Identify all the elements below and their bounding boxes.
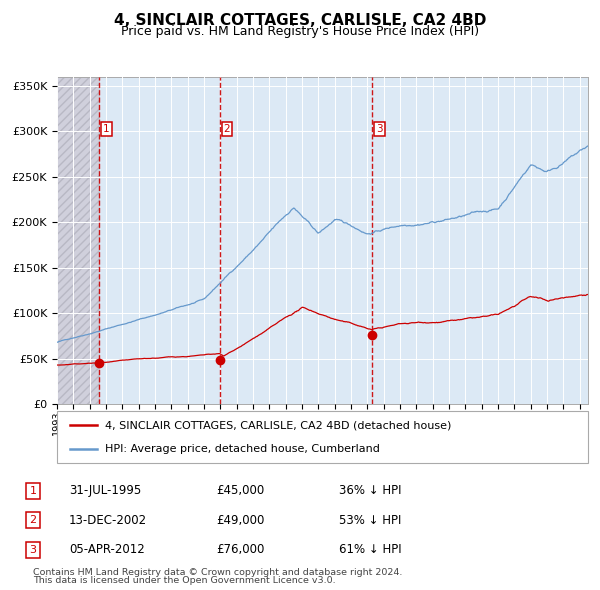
Bar — [57, 77, 99, 404]
Text: 4, SINCLAIR COTTAGES, CARLISLE, CA2 4BD: 4, SINCLAIR COTTAGES, CARLISLE, CA2 4BD — [114, 13, 486, 28]
FancyBboxPatch shape — [57, 411, 588, 463]
Text: Contains HM Land Registry data © Crown copyright and database right 2024.: Contains HM Land Registry data © Crown c… — [33, 568, 403, 577]
Text: HPI: Average price, detached house, Cumberland: HPI: Average price, detached house, Cumb… — [105, 444, 380, 454]
Text: 3: 3 — [29, 545, 37, 555]
Text: 05-APR-2012: 05-APR-2012 — [69, 543, 145, 556]
Text: Price paid vs. HM Land Registry's House Price Index (HPI): Price paid vs. HM Land Registry's House … — [121, 25, 479, 38]
Text: This data is licensed under the Open Government Licence v3.0.: This data is licensed under the Open Gov… — [33, 576, 335, 585]
Text: 31-JUL-1995: 31-JUL-1995 — [69, 484, 141, 497]
Text: 53% ↓ HPI: 53% ↓ HPI — [339, 514, 401, 527]
Text: £45,000: £45,000 — [216, 484, 264, 497]
Text: 4, SINCLAIR COTTAGES, CARLISLE, CA2 4BD (detached house): 4, SINCLAIR COTTAGES, CARLISLE, CA2 4BD … — [105, 420, 451, 430]
Text: 1: 1 — [103, 124, 110, 134]
Text: 3: 3 — [376, 124, 383, 134]
Text: 1: 1 — [29, 486, 37, 496]
Text: 13-DEC-2002: 13-DEC-2002 — [69, 514, 147, 527]
Bar — [57, 77, 99, 404]
Text: 61% ↓ HPI: 61% ↓ HPI — [339, 543, 401, 556]
Text: 36% ↓ HPI: 36% ↓ HPI — [339, 484, 401, 497]
Text: 2: 2 — [29, 516, 37, 525]
Text: 2: 2 — [224, 124, 230, 134]
Text: £49,000: £49,000 — [216, 514, 265, 527]
Text: £76,000: £76,000 — [216, 543, 265, 556]
